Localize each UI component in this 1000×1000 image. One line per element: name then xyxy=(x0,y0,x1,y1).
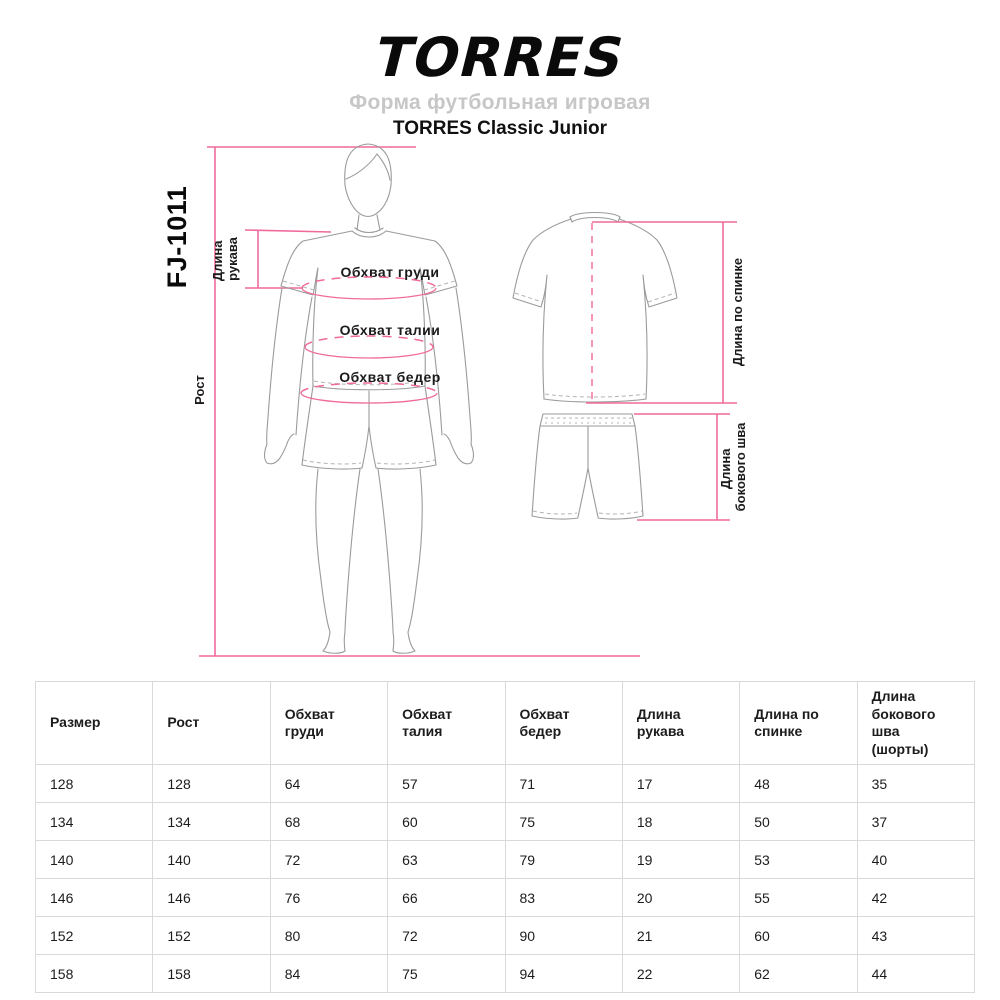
table-cell: 140 xyxy=(34,840,154,879)
table-cell: 72 xyxy=(387,916,506,955)
table-cell: 152 xyxy=(152,916,271,955)
hips-measurement: Обхват бедер xyxy=(300,369,441,404)
table-cell: 60 xyxy=(739,916,858,955)
table-row: 134 134 68 60 75 18 50 37 xyxy=(34,802,976,841)
table-cell: 19 xyxy=(621,840,741,879)
chest-label: Обхват груди xyxy=(340,264,439,280)
table-cell: 83 xyxy=(504,878,623,917)
back-length-measurement: Длина по спинке xyxy=(586,221,745,404)
column-header: Длина рукава xyxy=(621,681,741,765)
side-seam-measurement: Длина бокового шва xyxy=(634,413,748,521)
table-cell: 76 xyxy=(269,878,389,917)
brand-logo: TORRES xyxy=(368,26,632,89)
chest-measurement: Обхват груди xyxy=(301,264,439,300)
table-cell: 94 xyxy=(504,954,623,993)
column-header: Обхват груди xyxy=(269,681,389,765)
back-length-label: Длина по спинке xyxy=(730,258,745,366)
table-cell: 72 xyxy=(269,840,389,879)
table-cell: 146 xyxy=(152,878,271,917)
sleeve-measurement: Длина рукава xyxy=(210,229,332,289)
table-cell: 53 xyxy=(739,840,858,879)
shorts-back xyxy=(531,413,644,520)
brand-header: TORRES Форма футбольная игровая TORRES C… xyxy=(0,26,1000,140)
table-row: 128 128 64 57 71 17 48 35 xyxy=(34,764,976,803)
table-cell: 84 xyxy=(269,954,389,993)
product-category: Форма футбольная игровая xyxy=(349,91,651,114)
product-name: TORRES Classic Junior xyxy=(393,118,607,139)
table-cell: 22 xyxy=(621,954,741,993)
table-cell: 66 xyxy=(387,878,506,917)
table-row: 152 152 80 72 90 21 60 43 xyxy=(34,916,976,955)
table-cell: 134 xyxy=(34,802,154,841)
table-cell: 18 xyxy=(621,802,741,841)
table-cell: 68 xyxy=(269,802,389,841)
table-cell: 63 xyxy=(387,840,506,879)
table-cell: 152 xyxy=(34,916,154,955)
waist-measurement: Обхват талии xyxy=(304,322,441,359)
height-label: Рост xyxy=(192,375,207,405)
table-cell: 57 xyxy=(387,764,506,803)
table-cell: 128 xyxy=(34,764,154,803)
table-cell: 146 xyxy=(34,878,154,917)
table-cell: 17 xyxy=(621,764,741,803)
table-cell: 134 xyxy=(152,802,271,841)
model-code: FJ-1011 xyxy=(162,186,192,289)
table-cell: 40 xyxy=(856,840,976,879)
table-header-row: Размер Рост Обхват груди Обхват талия Об… xyxy=(34,681,976,765)
hips-label: Обхват бедер xyxy=(339,369,441,385)
column-header: Обхват талия xyxy=(387,681,506,765)
table-cell: 20 xyxy=(621,878,741,917)
table-cell: 64 xyxy=(269,764,389,803)
column-header: Длина по спинке xyxy=(739,681,858,765)
figure-front xyxy=(263,143,475,654)
waist-label: Обхват талии xyxy=(340,322,441,338)
table-cell: 79 xyxy=(504,840,623,879)
shirt-back xyxy=(512,211,678,403)
table-cell: 158 xyxy=(34,954,154,993)
column-header: Размер xyxy=(34,681,154,765)
table-cell: 48 xyxy=(739,764,858,803)
table-cell: 42 xyxy=(856,878,976,917)
table-cell: 71 xyxy=(504,764,623,803)
table-cell: 62 xyxy=(739,954,858,993)
table-cell: 75 xyxy=(387,954,506,993)
table-cell: 75 xyxy=(504,802,623,841)
height-measurement: Рост xyxy=(192,146,640,657)
table-cell: 50 xyxy=(739,802,858,841)
table-row: 140 140 72 63 79 19 53 40 xyxy=(34,840,976,879)
size-table: Размер Рост Обхват груди Обхват талия Об… xyxy=(34,681,976,993)
table-cell: 80 xyxy=(269,916,389,955)
column-header: Обхват бедер xyxy=(504,681,623,765)
table-cell: 37 xyxy=(856,802,976,841)
table-row: 146 146 76 66 83 20 55 42 xyxy=(34,878,976,917)
size-diagram: FJ-1011 Рост Длина рукава xyxy=(162,143,748,657)
table-cell: 43 xyxy=(856,916,976,955)
table-cell: 140 xyxy=(152,840,271,879)
sleeve-label: Длина рукава xyxy=(210,236,240,281)
table-cell: 44 xyxy=(856,954,976,993)
column-header: Длина бокового шва (шорты) xyxy=(856,681,976,765)
table-cell: 90 xyxy=(504,916,623,955)
side-seam-label: Длина бокового шва xyxy=(718,422,748,511)
table-cell: 55 xyxy=(739,878,858,917)
table-cell: 128 xyxy=(152,764,271,803)
table-cell: 158 xyxy=(152,954,271,993)
column-header: Рост xyxy=(152,681,271,765)
table-cell: 60 xyxy=(387,802,506,841)
table-row: 158 158 84 75 94 22 62 44 xyxy=(34,954,976,993)
table-cell: 21 xyxy=(621,916,741,955)
table-cell: 35 xyxy=(856,764,976,803)
